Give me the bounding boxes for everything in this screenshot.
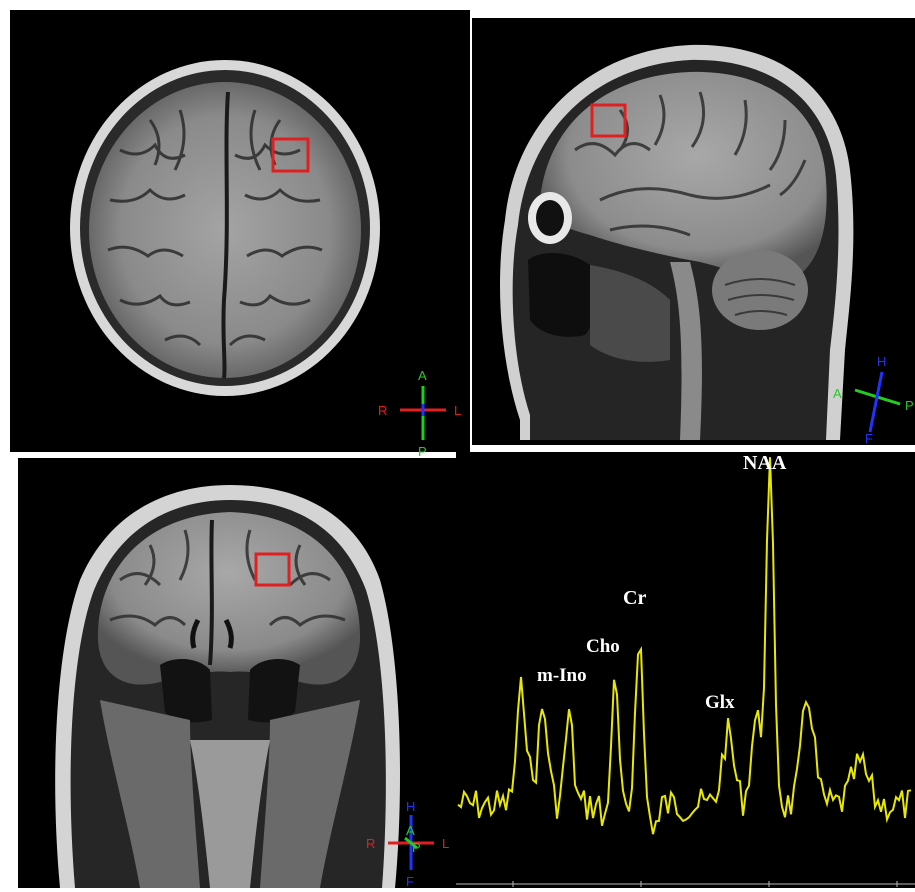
peak-label-cr: Cr bbox=[623, 587, 646, 609]
coronal-roi-box bbox=[254, 552, 291, 587]
peak-label-glx: Glx bbox=[705, 692, 735, 713]
sagittal-sinus bbox=[528, 253, 597, 337]
peak-label-naa: NAA bbox=[743, 452, 787, 474]
sagittal-roi-box bbox=[590, 103, 627, 138]
sagittal-brainstem bbox=[670, 262, 702, 440]
axial-label-anterior: A bbox=[418, 368, 427, 383]
coronal-label-right: R bbox=[366, 836, 375, 851]
coronal-label-foot: F bbox=[406, 874, 414, 889]
spectrum-axis-ticks bbox=[512, 881, 898, 887]
sagittal-panel: H F A P bbox=[472, 18, 915, 446]
axial-panel: A P R L bbox=[10, 10, 470, 459]
spectrum-panel: NAA Cr Cho m-Ino Glx bbox=[456, 452, 915, 888]
coronal-orbits bbox=[160, 658, 212, 723]
sagittal-orientation-marker: H F A P bbox=[833, 354, 914, 446]
axial-midline bbox=[221, 91, 230, 379]
coronal-panel: H A P F R L bbox=[18, 458, 456, 889]
spectrum-background bbox=[456, 452, 915, 888]
sagittal-label-posterior: P bbox=[905, 398, 914, 413]
axial-label-right: R bbox=[378, 403, 387, 418]
coronal-orientation-marker: H A P F R L bbox=[366, 799, 449, 889]
axial-label-posterior: P bbox=[418, 444, 427, 459]
coronal-brain bbox=[97, 512, 361, 685]
coronal-label-head: H bbox=[406, 799, 415, 814]
coronal-midline bbox=[208, 519, 214, 666]
coronal-label-posterior: P bbox=[412, 840, 421, 855]
axial-orientation-marker: A P R L bbox=[378, 368, 461, 459]
sagittal-label-head: H bbox=[877, 354, 886, 369]
coronal-label-anterior: A bbox=[406, 823, 415, 838]
spectrum-line bbox=[457, 457, 912, 835]
peak-label-mino: m-Ino bbox=[537, 665, 587, 686]
sagittal-cerebellum bbox=[712, 250, 808, 330]
peak-label-cho: Cho bbox=[586, 636, 620, 657]
sagittal-label-foot: F bbox=[865, 431, 873, 446]
axial-label-left: L bbox=[454, 403, 461, 418]
sagittal-label-anterior: A bbox=[833, 386, 842, 401]
coronal-label-left: L bbox=[442, 836, 449, 851]
axial-roi-box bbox=[271, 137, 310, 173]
